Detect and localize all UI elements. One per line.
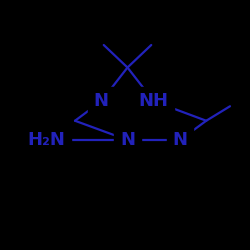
- Text: H₂N: H₂N: [27, 131, 65, 149]
- Text: N: N: [94, 92, 109, 110]
- Text: N: N: [172, 131, 188, 149]
- Text: NH: NH: [139, 92, 169, 110]
- Text: N: N: [120, 131, 135, 149]
